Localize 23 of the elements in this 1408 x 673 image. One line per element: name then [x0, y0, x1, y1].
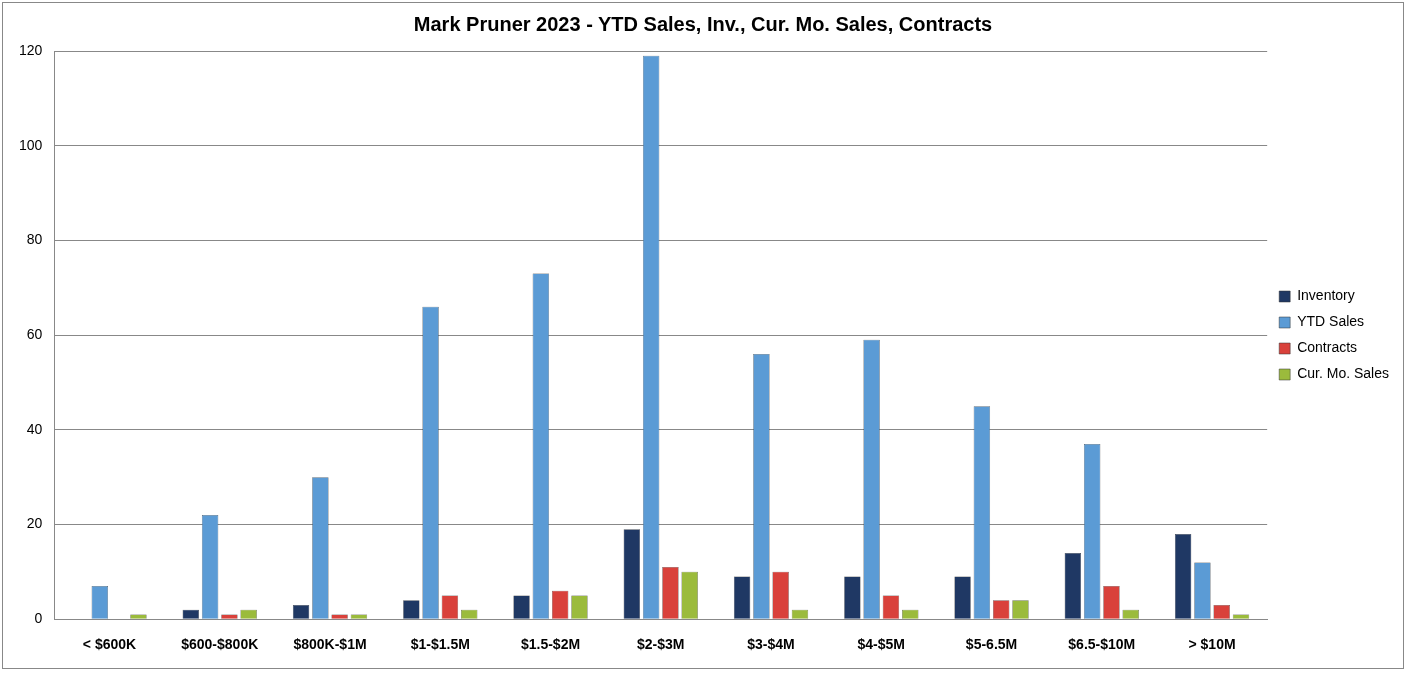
x-tick-label: $800K-$1M: [293, 636, 367, 653]
x-tick-label: $5-6.5M: [965, 636, 1018, 653]
y-tick-label: 100: [19, 136, 43, 153]
y-tick-label: 40: [26, 420, 43, 437]
y-tick-label: 60: [26, 325, 43, 342]
x-tick-label: < $600K: [82, 636, 137, 653]
legend-label: Cur. Mo. Sales: [1297, 365, 1390, 382]
legend-label: Inventory: [1297, 287, 1355, 304]
x-tick-label: $600-$800K: [181, 636, 259, 653]
x-tick-label: $1-$1.5M: [410, 636, 470, 653]
x-tick-label: $4-$5M: [857, 636, 906, 653]
chart-title: Mark Pruner 2023 - YTD Sales, Inv., Cur. Mo. Sales, Contracts: [413, 12, 993, 35]
y-tick-label: 120: [19, 41, 43, 58]
y-tick-label: 0: [34, 610, 43, 627]
x-tick-label: $6.5-$10M: [1068, 636, 1136, 653]
x-tick-label: $2-$3M: [637, 636, 685, 653]
legend-label: YTD Sales: [1297, 313, 1365, 330]
y-tick-label: 80: [26, 231, 43, 248]
y-tick-label: 20: [26, 515, 43, 532]
legend-label: Contracts: [1297, 339, 1358, 356]
x-tick-label: > $10M: [1188, 636, 1236, 653]
x-tick-label: $3-$4M: [747, 636, 795, 653]
x-tick-label: $1.5-$2M: [520, 636, 581, 653]
